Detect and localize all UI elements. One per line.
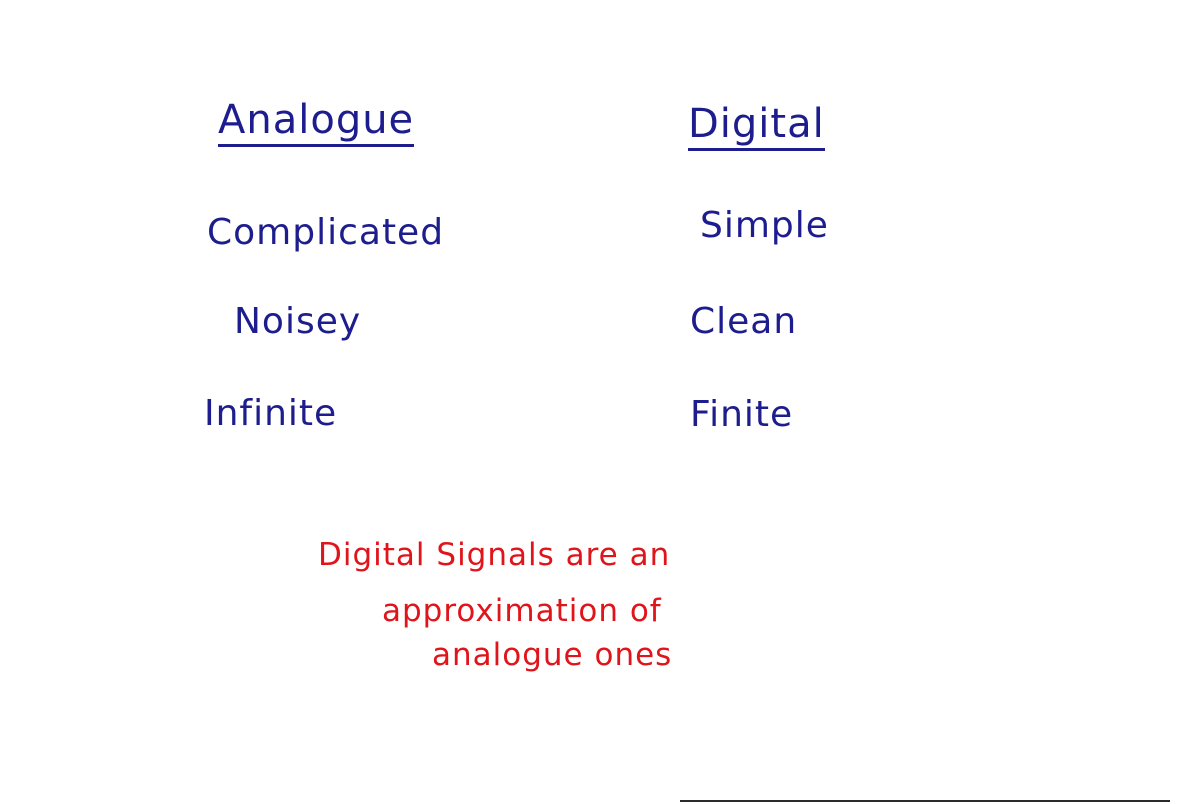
analogue-item-noisey: Noisey (234, 301, 362, 342)
digital-item-finite: Finite (690, 394, 794, 435)
paper-bottom-edge (680, 800, 1170, 802)
digital-item-clean: Clean (690, 301, 798, 342)
digital-heading: Digital (688, 104, 825, 151)
note-line-3: analogue ones (432, 637, 673, 673)
digital-item-simple: Simple (700, 205, 829, 246)
analogue-item-complicated: Complicated (207, 212, 445, 253)
note-line-1: Digital Signals are an (318, 537, 671, 573)
analogue-item-infinite: Infinite (204, 393, 338, 434)
analogue-heading: Analogue (218, 100, 415, 147)
note-line-2: approximation of (382, 593, 662, 629)
